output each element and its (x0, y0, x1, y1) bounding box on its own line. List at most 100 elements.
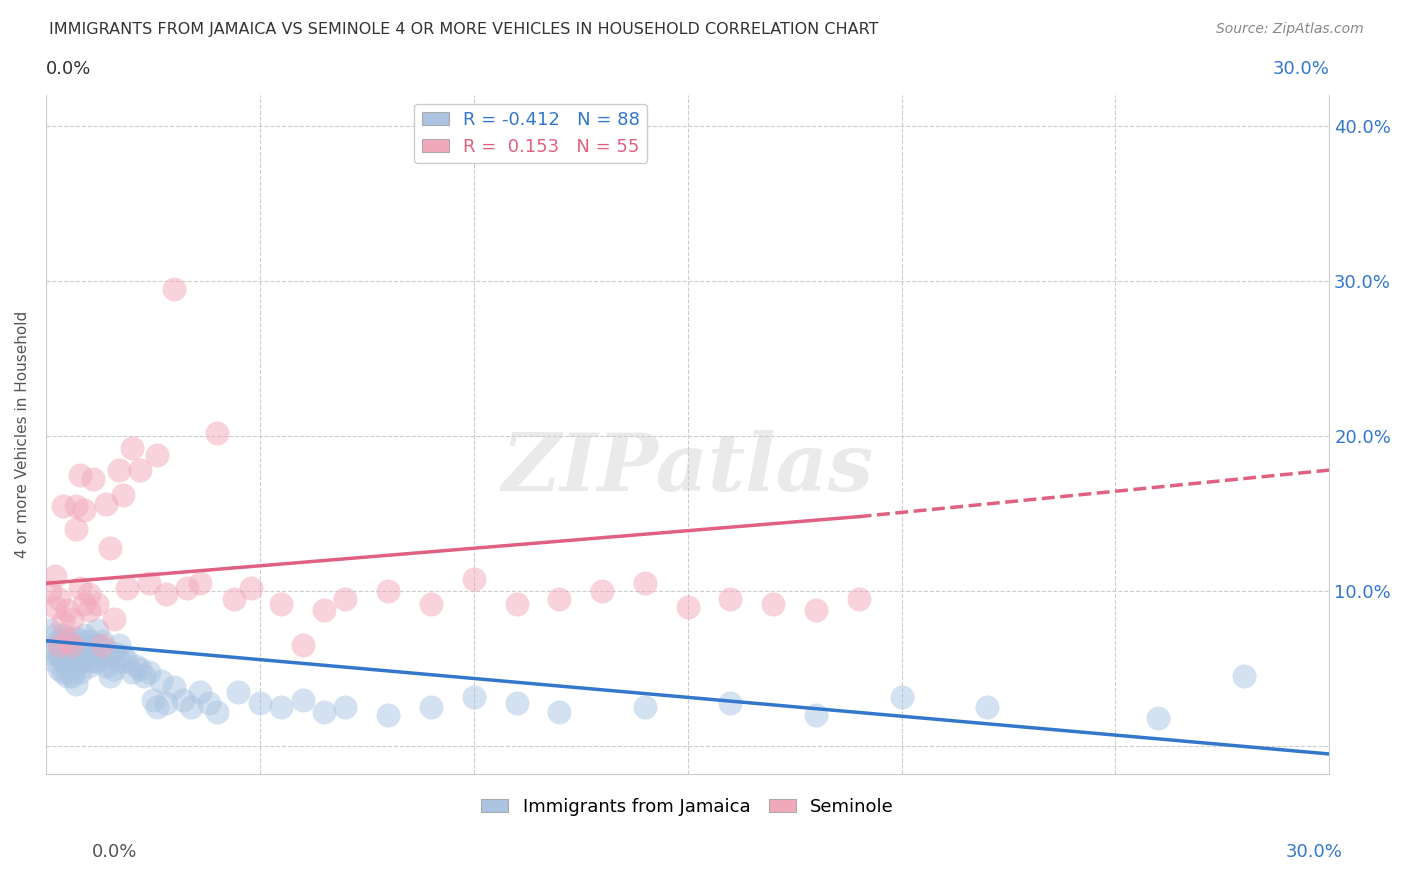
Point (163, 680, 186, 694)
Point (90, 639, 112, 653)
Point (39, 646, 62, 660)
Point (111, 488, 134, 502)
Point (762, 597, 785, 611)
Point (180, 700, 202, 714)
Point (335, 700, 357, 714)
Point (420, 597, 443, 611)
Point (312, 603, 335, 617)
Point (1233, 669, 1256, 683)
Point (77, 587, 100, 601)
Point (94, 658, 117, 673)
Point (86, 639, 108, 653)
Point (77, 633, 100, 648)
Point (125, 658, 148, 673)
Text: 0.0%: 0.0% (91, 843, 136, 861)
Point (463, 690, 485, 704)
Point (240, 581, 263, 595)
Point (77, 603, 100, 617)
Point (142, 692, 165, 706)
Point (56, 649, 79, 664)
Point (121, 442, 143, 456)
Point (335, 591, 357, 606)
Point (98, 649, 121, 664)
Point (146, 448, 169, 462)
Point (56, 669, 79, 683)
Point (377, 708, 399, 723)
Point (172, 692, 194, 706)
Point (228, 685, 250, 699)
Point (155, 587, 177, 601)
Text: 0.0%: 0.0% (46, 60, 91, 78)
Point (94, 643, 117, 657)
Point (48, 591, 70, 606)
Point (39, 584, 62, 599)
Point (73, 627, 96, 641)
Point (291, 639, 314, 653)
Point (312, 705, 335, 719)
Point (634, 576, 657, 591)
Point (634, 700, 657, 714)
Point (718, 591, 741, 606)
Point (73, 654, 96, 668)
Point (103, 646, 125, 660)
Point (718, 696, 741, 710)
Point (420, 700, 443, 714)
Point (65, 677, 87, 691)
Point (107, 639, 129, 653)
Point (56, 643, 79, 657)
Point (804, 603, 827, 617)
Point (44, 643, 66, 657)
Point (107, 654, 129, 668)
Point (69, 581, 91, 595)
Y-axis label: 4 or more Vehicles in Household: 4 or more Vehicles in Household (15, 310, 30, 558)
Point (44, 654, 66, 668)
Point (69, 643, 91, 657)
Point (86, 623, 108, 637)
Point (98, 541, 121, 555)
Point (73, 639, 96, 653)
Point (90, 649, 112, 664)
Point (65, 658, 87, 673)
Point (69, 654, 91, 668)
Point (107, 463, 129, 477)
Point (44, 599, 66, 614)
Point (82, 472, 104, 486)
Point (77, 658, 100, 673)
Text: 30.0%: 30.0% (1272, 60, 1329, 78)
Point (60, 639, 83, 653)
Text: 30.0%: 30.0% (1286, 843, 1343, 861)
Point (103, 612, 125, 626)
Point (48, 633, 70, 648)
Point (188, 576, 211, 591)
Point (44, 627, 66, 641)
Point (463, 572, 485, 586)
Point (48, 662, 70, 676)
Point (52, 499, 75, 513)
Point (163, 282, 186, 296)
Point (52, 615, 75, 629)
Point (65, 649, 87, 664)
Point (56, 631, 79, 645)
Point (197, 696, 219, 710)
Point (111, 649, 134, 664)
Point (676, 599, 699, 614)
Point (48, 639, 70, 653)
Text: Source: ZipAtlas.com: Source: ZipAtlas.com (1216, 22, 1364, 37)
Point (56, 633, 79, 648)
Point (39, 623, 62, 637)
Point (60, 669, 83, 683)
Point (60, 639, 83, 653)
Point (52, 639, 75, 653)
Point (188, 685, 211, 699)
Point (138, 576, 160, 591)
Point (291, 692, 314, 706)
Point (69, 467, 91, 482)
Point (65, 522, 87, 536)
Point (848, 591, 870, 606)
Point (548, 705, 571, 719)
Point (48, 639, 70, 653)
Point (65, 499, 87, 513)
Point (155, 696, 177, 710)
Point (94, 497, 117, 511)
Text: IMMIGRANTS FROM JAMAICA VS SEMINOLE 4 OR MORE VEHICLES IN HOUSEHOLD CORRELATION : IMMIGRANTS FROM JAMAICA VS SEMINOLE 4 OR… (49, 22, 879, 37)
